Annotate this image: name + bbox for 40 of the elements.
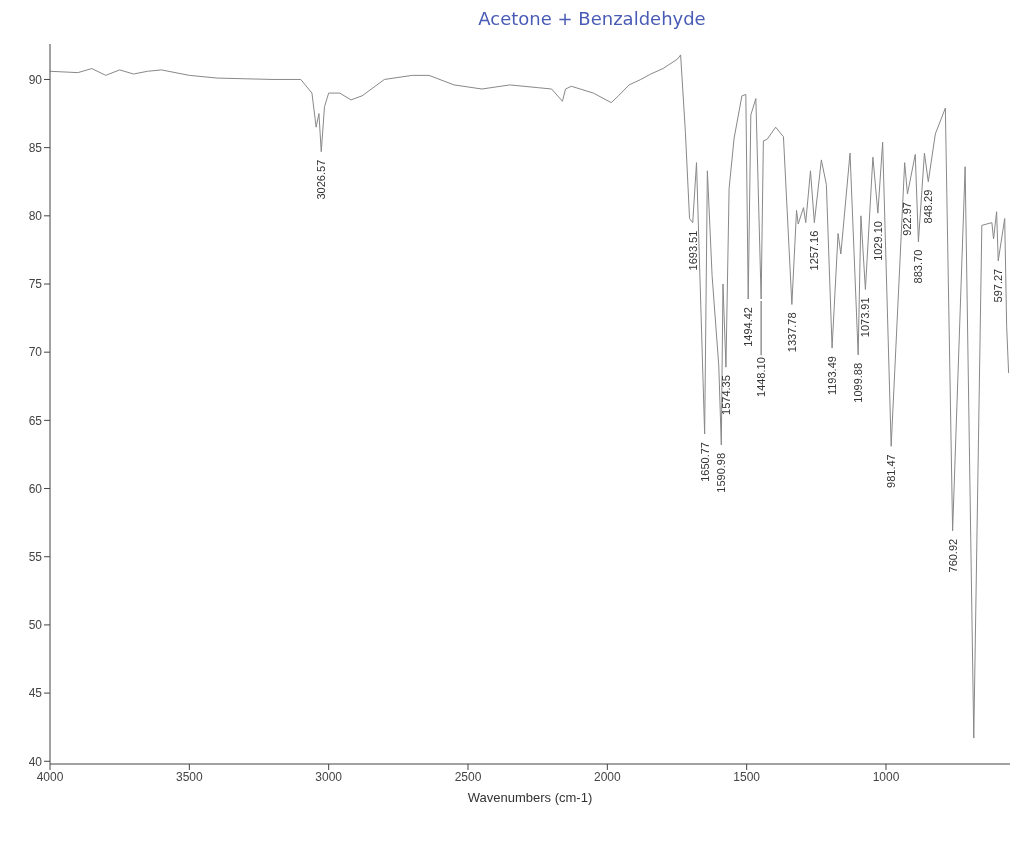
y-tick-label: 85 — [28, 140, 43, 155]
x-tick-label: 3500 — [175, 769, 203, 784]
annotation: 1257.16 — [808, 230, 821, 271]
annotation: 883.70 — [912, 249, 925, 284]
annotation: 922.97 — [901, 202, 914, 236]
y-tick-label: 40 — [28, 754, 43, 769]
y-tick-label: 65 — [28, 413, 43, 428]
annotation: 1448.10 — [755, 357, 768, 397]
x-axis-title: Wavenumbers (cm-1) — [467, 790, 593, 805]
annotation: 1337.78 — [785, 312, 798, 353]
y-tick-label: 55 — [28, 549, 43, 564]
x-tick-label: 4000 — [36, 769, 64, 784]
y-tick-label: 60 — [28, 481, 43, 496]
annotation: 3026.57 — [315, 159, 328, 200]
annotation: 1073.91 — [859, 297, 872, 338]
annotation: 1029.10 — [871, 221, 884, 261]
annotation: 1693.51 — [686, 230, 699, 271]
x-tick-label: 1000 — [872, 769, 900, 784]
annotation: 848.29 — [922, 189, 935, 224]
annotation: 1590.98 — [715, 452, 728, 493]
annotation: 760.92 — [946, 538, 959, 573]
x-tick-label: 2500 — [454, 769, 482, 784]
y-tick-label: 45 — [28, 686, 43, 701]
y-tick-label: 75 — [28, 277, 43, 292]
line-series — [50, 54, 1010, 739]
y-tick-label: 80 — [28, 209, 43, 224]
x-tick-label: 2000 — [593, 769, 621, 784]
annotation: 1099.88 — [852, 362, 865, 403]
annotation: 1650.77 — [698, 442, 711, 482]
annotation: 1574.35 — [719, 375, 732, 415]
annotation: 1193.49 — [826, 356, 839, 396]
y-tick-label: 50 — [28, 618, 43, 633]
annotation: 1494.42 — [742, 307, 755, 347]
x-tick-label: 3000 — [315, 769, 343, 784]
chart-title: Acetone + Benzaldehyde — [477, 8, 707, 31]
y-tick-label: 90 — [28, 72, 43, 87]
annotation: 597.27 — [992, 268, 1005, 303]
annotation: 981.47 — [885, 454, 898, 488]
x-tick-label: 1500 — [733, 769, 761, 784]
y-tick-label: 70 — [28, 345, 43, 360]
